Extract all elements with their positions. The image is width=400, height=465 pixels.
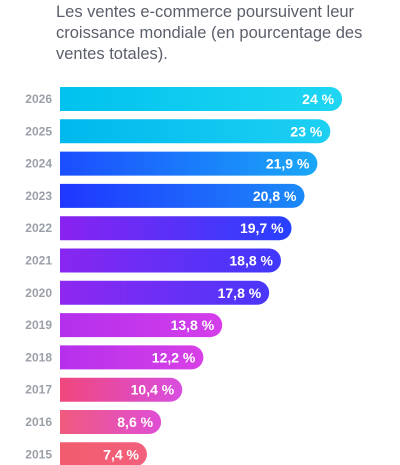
bar-value-label: 23 % [290, 123, 322, 139]
bar-value-label: 13,8 % [171, 317, 215, 333]
bar [60, 345, 204, 370]
bar [60, 442, 147, 465]
bar [60, 410, 162, 434]
bar [60, 183, 305, 208]
bar-value-label: 7,4 % [103, 446, 139, 462]
year-label: 2020 [25, 286, 52, 300]
bar-value-label: 19,7 % [240, 220, 284, 236]
bar-value-label: 10,4 % [131, 382, 175, 398]
year-label: 2016 [25, 415, 52, 429]
year-label: 2019 [25, 318, 52, 332]
bar [60, 216, 292, 241]
bar [60, 280, 270, 305]
bar-value-label: 12,2 % [152, 349, 196, 365]
bar-value-label: 21,9 % [266, 156, 310, 172]
bar [60, 313, 223, 338]
year-label: 2021 [25, 254, 52, 268]
bar [60, 151, 318, 176]
bar-value-label: 8,6 % [117, 414, 153, 430]
chart-title: Les ventes e-commerce poursuivent leur c… [56, 3, 363, 63]
year-label: 2023 [25, 189, 52, 203]
year-label: 2022 [25, 221, 52, 235]
bar-value-label: 17,8 % [218, 285, 262, 301]
year-label: 2018 [25, 350, 52, 364]
bar [60, 248, 281, 273]
bar-value-label: 24 % [302, 91, 334, 107]
bar-value-label: 18,8 % [229, 253, 273, 269]
bar [60, 377, 183, 402]
bar-value-label: 20,8 % [253, 188, 297, 204]
year-label: 2024 [25, 157, 52, 171]
year-label: 2015 [25, 447, 52, 461]
year-label: 2017 [25, 383, 52, 397]
bar [60, 119, 331, 144]
bar [60, 87, 343, 111]
year-label: 2026 [25, 92, 52, 106]
year-label: 2025 [25, 124, 52, 138]
